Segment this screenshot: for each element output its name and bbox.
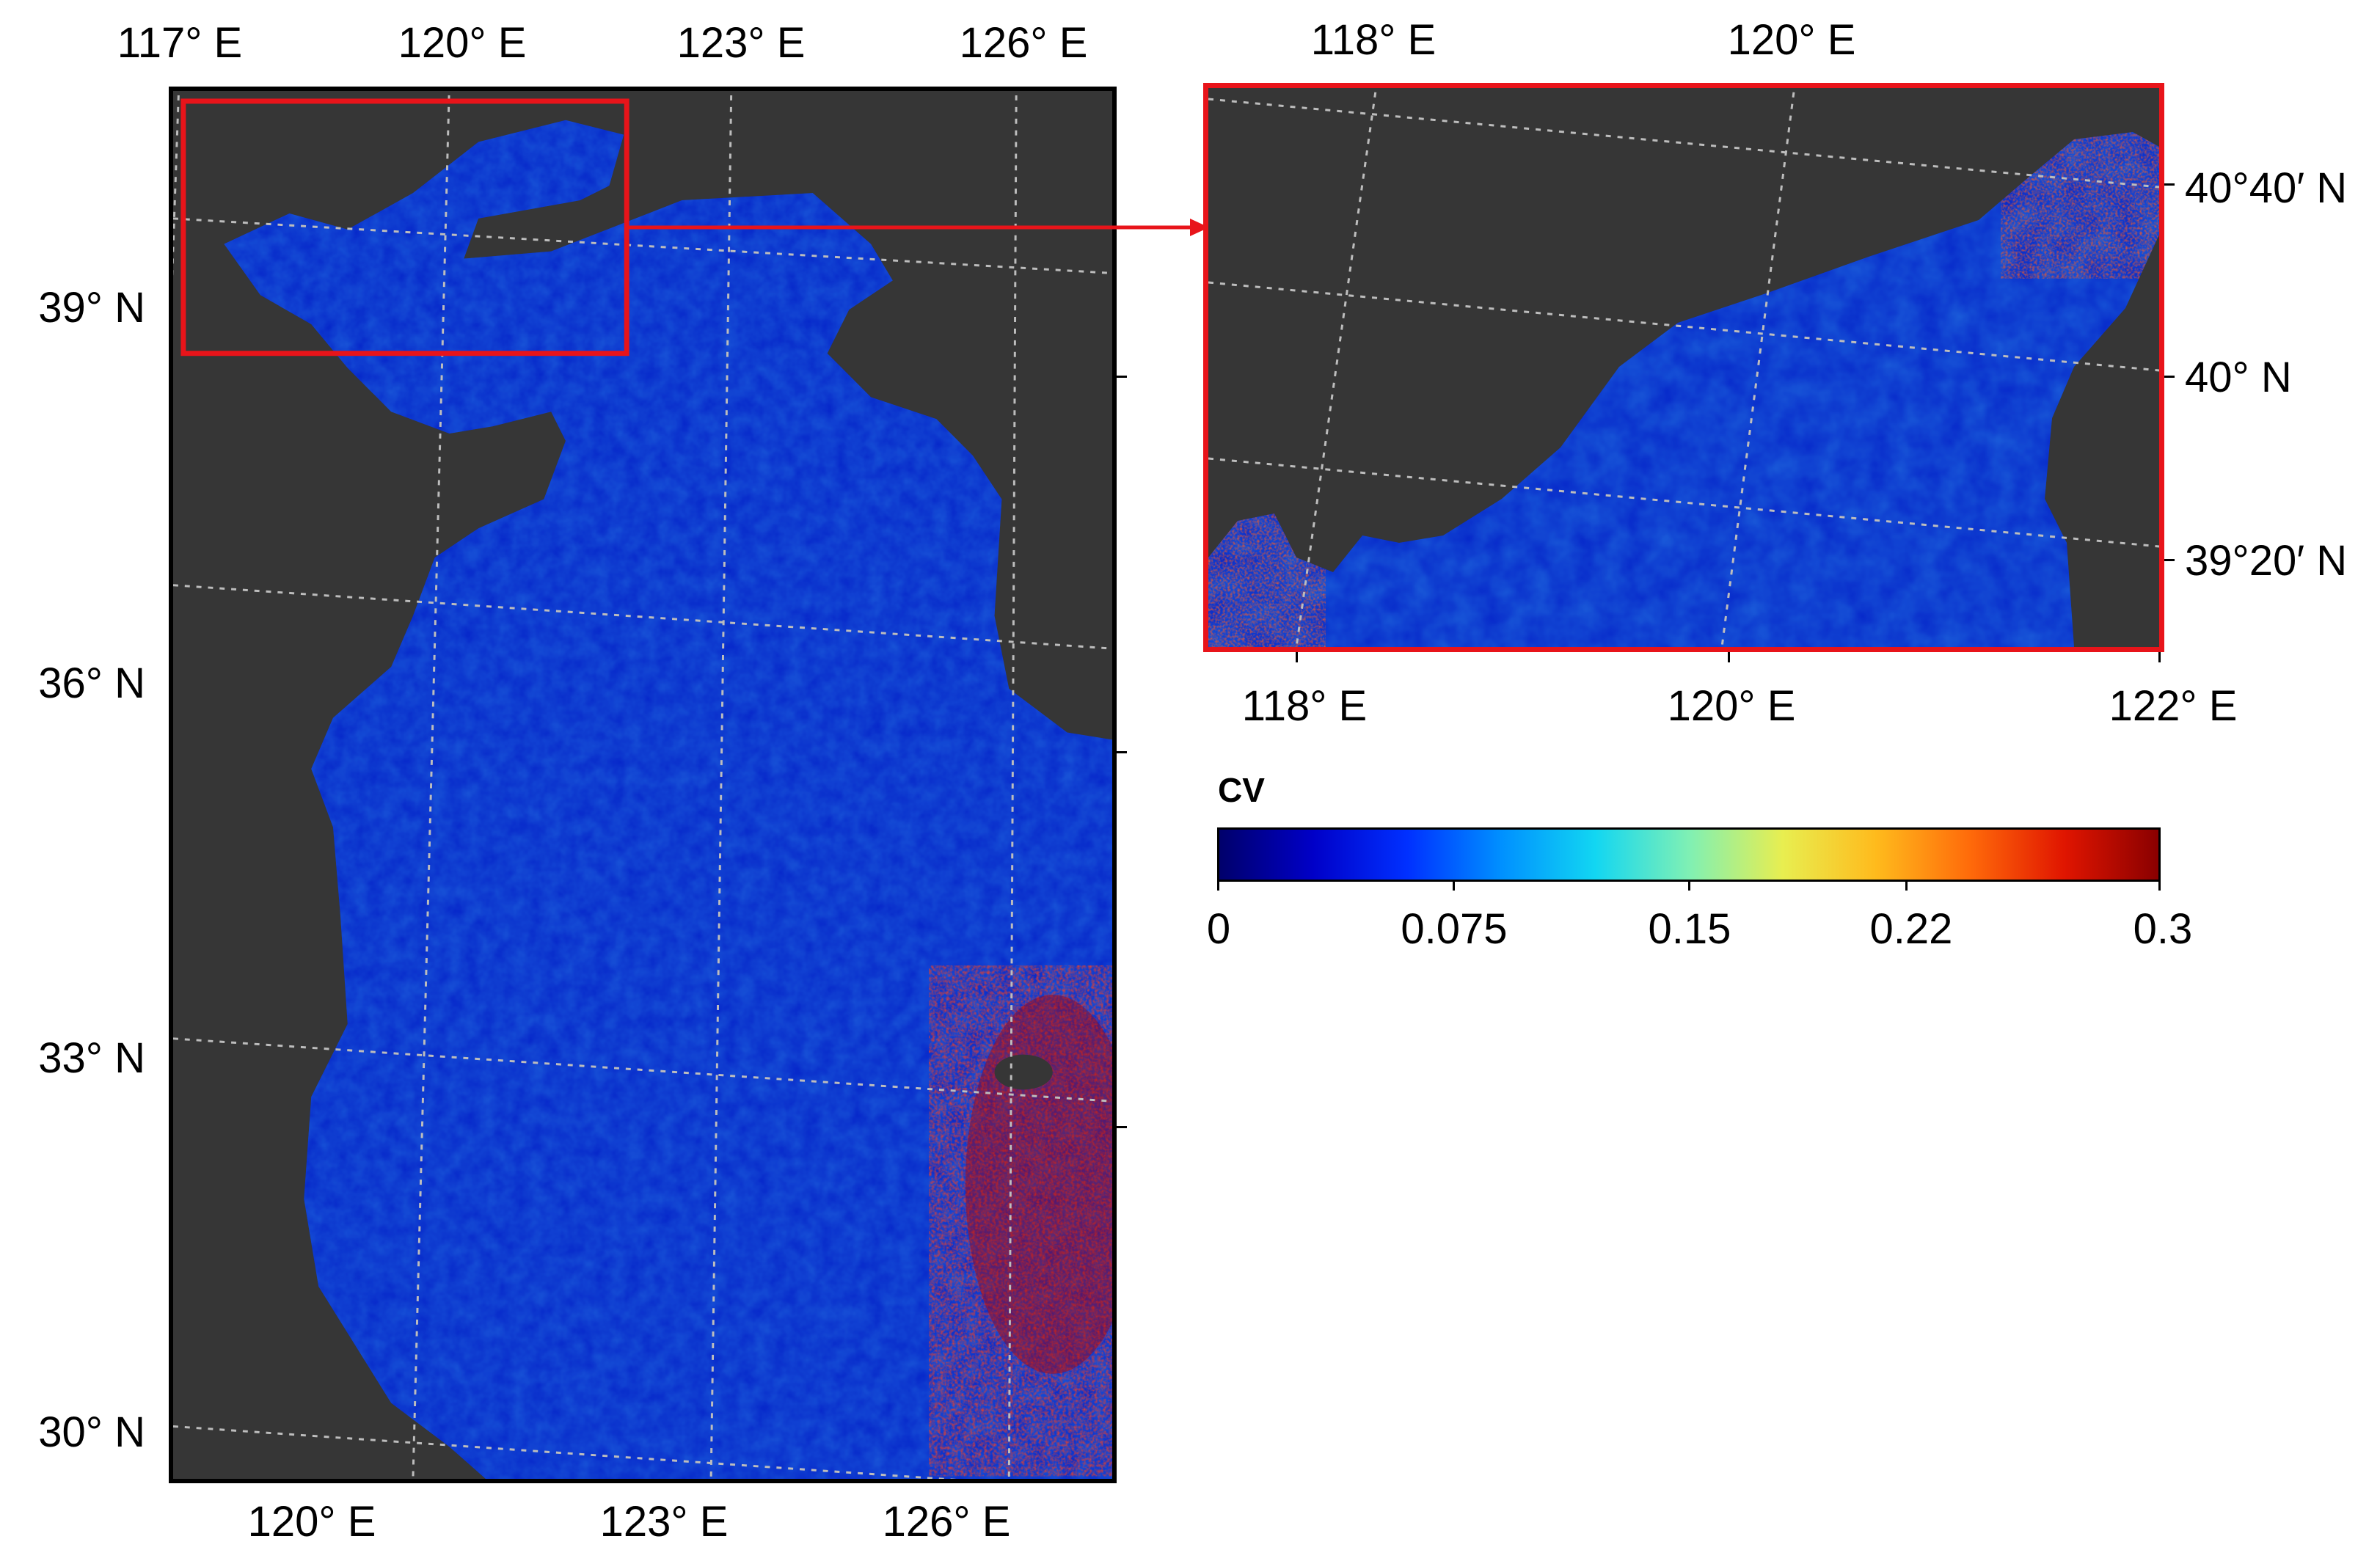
lat-label: 33° N [38, 1034, 145, 1082]
inset-map-graphic [1208, 88, 2159, 647]
colorbar-tick-label: 0.3 [2133, 905, 2193, 953]
tick [1728, 652, 1730, 662]
tick [1296, 652, 1298, 662]
connector-arrow [625, 219, 1209, 236]
tick [1117, 1126, 1127, 1128]
tick [2164, 376, 2175, 378]
colorbar-tick-label: 0.075 [1401, 905, 1508, 953]
lat-label: 39°20′ N [2185, 537, 2348, 585]
lat-label: 30° N [38, 1408, 145, 1456]
inset-map [1203, 83, 2164, 652]
colorbar-tick [1217, 880, 1219, 891]
tick [1117, 751, 1127, 753]
lon-label: 123° E [676, 19, 806, 67]
colorbar [1217, 827, 2161, 882]
colorbar-tick-label: 0 [1206, 905, 1231, 953]
lon-label: 120° E [1727, 16, 1856, 64]
lat-label: 40° N [2185, 354, 2292, 401]
lon-label: 126° E [959, 19, 1088, 67]
lon-label: 117° E [117, 19, 243, 67]
lon-label: 122° E [2109, 682, 2238, 730]
tick [2158, 652, 2161, 662]
main-map-graphic [173, 91, 1112, 1479]
lon-label: 120° E [1667, 682, 1796, 730]
lon-label: 120° E [247, 1498, 376, 1546]
lon-label: 118° E [1241, 682, 1368, 730]
colorbar-tick [1453, 880, 1455, 891]
lon-label: 126° E [882, 1498, 1011, 1546]
main-map [169, 87, 1117, 1483]
colorbar-tick [1905, 880, 1908, 891]
lat-label: 39° N [38, 284, 145, 332]
colorbar-tick [1688, 880, 1690, 891]
colorbar-tick-label: 0.22 [1869, 905, 1953, 953]
tick [1117, 376, 1127, 378]
lon-label: 118° E [1310, 16, 1437, 64]
colorbar-title: CV [1218, 771, 1265, 809]
lon-label: 120° E [398, 19, 527, 67]
colorbar-tick-label: 0.15 [1648, 905, 1731, 953]
lon-label: 123° E [599, 1498, 729, 1546]
tick [2164, 183, 2175, 186]
tick [2164, 559, 2175, 561]
colorbar-tick [2158, 880, 2161, 891]
lat-label: 40°40′ N [2185, 164, 2348, 212]
lat-label: 36° N [38, 659, 145, 707]
